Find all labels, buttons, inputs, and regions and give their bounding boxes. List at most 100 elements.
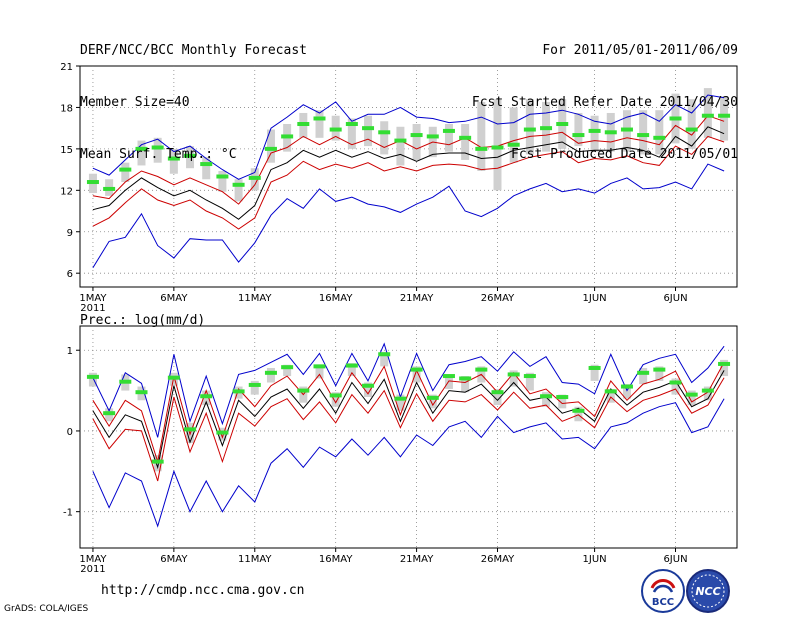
panel2-observed-marker-16 xyxy=(345,363,358,368)
panel2-frame xyxy=(79,325,738,549)
panel1-range-bar-35 xyxy=(655,110,664,155)
panel2-ytick-label-2: 1 xyxy=(67,346,73,357)
panel2-range-bar-26 xyxy=(509,370,518,387)
panel1-ytick-label-5: 21 xyxy=(60,62,73,73)
panel1-observed-marker-33 xyxy=(620,127,633,132)
panel2-range-bar-28 xyxy=(542,392,551,407)
panel2-range-bar-39 xyxy=(720,359,729,377)
panel2-xtick-label-5: 26MAY xyxy=(481,554,515,565)
refer-date: Fcst Started Refer Date 2011/04/30 xyxy=(471,95,738,110)
panel2-observed-marker-22 xyxy=(442,374,455,379)
panel2-observed-marker-24 xyxy=(475,367,488,372)
panel1-observed-marker-28 xyxy=(540,126,553,131)
panel1-range-bar-19 xyxy=(396,126,405,166)
panel2-xtick-label-0: 1MAY xyxy=(79,554,107,565)
panel2-observed-marker-39 xyxy=(718,361,731,366)
panel2-observed-marker-25 xyxy=(491,390,504,395)
panel1-xtick-label-7: 6JUN xyxy=(663,293,687,304)
panel1-series-max xyxy=(92,94,725,180)
panel2-xtick-label-4: 21MAY xyxy=(400,554,434,565)
panel1-observed-marker-18 xyxy=(378,130,391,135)
panel2-range-bar-20 xyxy=(412,366,421,383)
panel1-observed-marker-16 xyxy=(345,122,358,127)
panel1-series-min xyxy=(92,163,725,268)
panel1-observed-marker-19 xyxy=(394,138,407,143)
panel1-observed-marker-30 xyxy=(572,133,585,138)
panel2-range-bar-12 xyxy=(283,364,292,377)
panel2-range-bar-18 xyxy=(380,351,389,367)
panel2-observed-marker-0 xyxy=(86,374,99,379)
panel1-range-bar-20 xyxy=(412,124,421,160)
panel1-observed-marker-10 xyxy=(248,175,261,180)
panel2-observed-marker-21 xyxy=(426,395,439,400)
panel1-xtick-label-0: 1MAY xyxy=(79,293,107,304)
panel1-observed-marker-32 xyxy=(604,130,617,135)
panel2-observed-marker-33 xyxy=(620,384,633,389)
panel1-series-upper xyxy=(92,115,725,205)
panel2-range-bar-32 xyxy=(606,388,615,403)
panel1-range-bar-2 xyxy=(121,162,130,183)
panel2-range-bar-11 xyxy=(266,367,275,383)
panel2-observed-marker-35 xyxy=(653,367,666,372)
panel2-ytick-label-0: -1 xyxy=(63,508,73,519)
panel1-ytick-label-0: 6 xyxy=(67,269,73,280)
panel2-observed-marker-37 xyxy=(685,392,698,397)
panel1-range-bar-31 xyxy=(590,115,599,152)
panel1-range-bar-17 xyxy=(364,115,373,147)
panel1-observed-marker-31 xyxy=(588,128,601,133)
panel2-observed-marker-11 xyxy=(264,370,277,375)
panel1-xtick-label-4: 21MAY xyxy=(400,293,434,304)
panel1-range-bar-9 xyxy=(234,179,243,202)
panel2-observed-marker-6 xyxy=(184,427,197,432)
header-left: DERF/NCC/BCC Monthly Forecast Member Siz… xyxy=(80,11,307,183)
panel1-range-bar-24 xyxy=(477,101,486,171)
panel1-range-bar-14 xyxy=(315,110,324,138)
panel1-observed-marker-12 xyxy=(281,134,294,139)
panel1-observed-marker-11 xyxy=(264,146,277,151)
panel1-range-bar-5 xyxy=(169,148,178,174)
panel2-observed-marker-30 xyxy=(572,408,585,413)
panel2-range-bar-17 xyxy=(364,382,373,398)
panel2-range-bar-25 xyxy=(493,388,502,406)
panel1-observed-marker-39 xyxy=(718,113,731,118)
panel2-observed-marker-20 xyxy=(410,367,423,372)
panel1-range-bar-22 xyxy=(444,124,453,152)
panel1-range-bar-25 xyxy=(493,99,502,191)
panel1-observed-marker-6 xyxy=(184,153,197,158)
panel2-observed-marker-3 xyxy=(135,390,148,395)
panel1-range-bar-7 xyxy=(202,157,211,180)
panel2-observed-marker-10 xyxy=(248,382,261,387)
member-size: Member Size=40 xyxy=(80,95,190,110)
panel2-range-bar-29 xyxy=(558,394,567,409)
panel1-ytick-label-4: 18 xyxy=(60,103,73,114)
panel1-observed-marker-3 xyxy=(135,146,148,151)
panel2-range-bar-30 xyxy=(574,406,583,422)
panel2-range-bar-21 xyxy=(428,394,437,409)
panel2-observed-marker-13 xyxy=(297,388,310,393)
panel1-observed-marker-35 xyxy=(653,135,666,140)
panel2-range-bar-38 xyxy=(703,386,712,401)
panel2-observed-marker-36 xyxy=(669,380,682,385)
panel2-range-bar-27 xyxy=(525,372,534,391)
panel2-observed-marker-38 xyxy=(701,388,714,393)
panel1-series-lower xyxy=(92,135,725,230)
panel2-range-bar-23 xyxy=(461,376,470,393)
panel1-observed-marker-26 xyxy=(507,142,520,147)
panel1-ytick-label-2: 12 xyxy=(60,186,73,197)
panel1-observed-marker-34 xyxy=(637,133,650,138)
panel2-observed-marker-15 xyxy=(329,393,342,398)
panel1-ytick-label-1: 9 xyxy=(67,228,73,239)
bcc-logo: BCC xyxy=(641,569,685,613)
panel2-xtick-label-1: 6MAY xyxy=(160,554,188,565)
panel2-observed-marker-34 xyxy=(637,370,650,375)
panel2-xtick-label-6: 1JUN xyxy=(583,554,607,565)
panel2-range-bar-19 xyxy=(396,394,405,411)
panel2-series-max xyxy=(92,342,725,438)
panel1-range-bar-27 xyxy=(525,99,534,155)
panel2-observed-marker-18 xyxy=(378,352,391,357)
panel2-observed-marker-5 xyxy=(167,375,180,380)
panel1-xtick-label-3: 16MAY xyxy=(319,293,353,304)
header-right: For 2011/05/01-2011/06/09 Fcst Started R… xyxy=(472,11,738,183)
panel1-observed-marker-25 xyxy=(491,145,504,150)
